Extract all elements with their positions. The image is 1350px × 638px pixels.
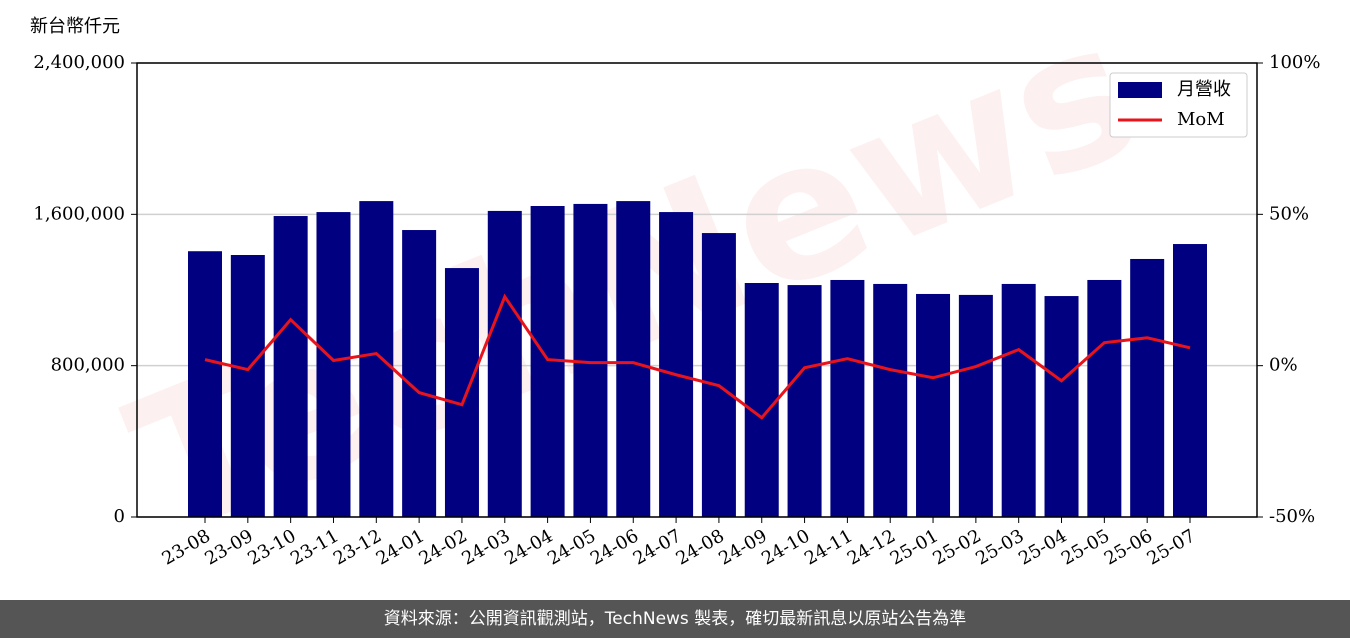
line xyxy=(204,293,1191,420)
bar xyxy=(444,268,479,517)
x-tick-label: 24-03 xyxy=(458,525,513,569)
y2-tick-label: -50% xyxy=(1269,506,1315,527)
y-tick-label: 0 xyxy=(114,506,125,527)
x-tick-label: 24-08 xyxy=(672,525,727,569)
bar xyxy=(273,216,308,517)
x-tick-label: 24-07 xyxy=(630,525,685,569)
bar xyxy=(744,283,779,517)
bar xyxy=(1087,279,1122,517)
legend-label: MoM xyxy=(1177,109,1225,130)
x-tick-label: 24-09 xyxy=(715,525,770,569)
x-tick-label: 25-04 xyxy=(1015,525,1070,569)
bar xyxy=(873,283,908,517)
bar xyxy=(230,255,265,518)
bar xyxy=(1130,258,1165,517)
bar xyxy=(188,251,222,518)
y2-tick-label: 100% xyxy=(1269,52,1320,73)
x-tick-label: 25-02 xyxy=(929,525,984,569)
bar xyxy=(916,293,951,517)
y-tick-label: 1,600,000 xyxy=(33,203,125,224)
chart: TechNews新台幣仟元0800,0001,600,0002,400,000-… xyxy=(30,0,1320,578)
y-tick-label: 800,000 xyxy=(51,355,125,376)
x-tick-label: 25-01 xyxy=(887,525,942,569)
y2-tick-label: 50% xyxy=(1269,203,1309,224)
bar xyxy=(316,212,351,517)
bar xyxy=(659,212,694,517)
x-tick-label: 24-06 xyxy=(587,525,642,569)
x-tick-label: 25-06 xyxy=(1101,525,1156,569)
legend-swatch xyxy=(1118,82,1162,98)
legend-label: 月營收 xyxy=(1177,79,1231,100)
footer: 資料來源：公開資訊觀測站，TechNews 製表，確切最新訊息以原站公告為準 xyxy=(0,600,1350,638)
x-tick-label: 24-02 xyxy=(416,525,471,569)
x-tick-label: 24-11 xyxy=(801,525,856,569)
y-tick-label: 2,400,000 xyxy=(33,52,125,73)
x-tick-label: 25-07 xyxy=(1144,525,1199,569)
bar xyxy=(830,279,865,517)
y-axis-label: 新台幣仟元 xyxy=(30,16,120,37)
x-tick-label: 24-10 xyxy=(758,525,813,569)
bar xyxy=(616,201,651,517)
bar xyxy=(402,230,437,517)
bar xyxy=(787,285,822,517)
x-tick-label: 24-05 xyxy=(544,525,599,569)
plot-frame xyxy=(136,62,1258,518)
x-tick-label: 24-04 xyxy=(501,525,556,569)
x-tick-label: 23-12 xyxy=(330,525,385,569)
x-tick-label: 25-05 xyxy=(1058,525,1113,569)
x-tick-label: 25-03 xyxy=(972,525,1027,569)
bar xyxy=(487,210,522,517)
bar xyxy=(958,294,993,517)
x-tick-label: 24-12 xyxy=(844,525,899,569)
x-tick-label: 24-01 xyxy=(373,525,428,569)
y2-tick-label: 0% xyxy=(1269,355,1298,376)
bar xyxy=(1001,283,1036,517)
bar xyxy=(1173,244,1207,517)
bar xyxy=(359,201,394,517)
bar xyxy=(701,233,736,517)
bar xyxy=(1044,296,1079,517)
